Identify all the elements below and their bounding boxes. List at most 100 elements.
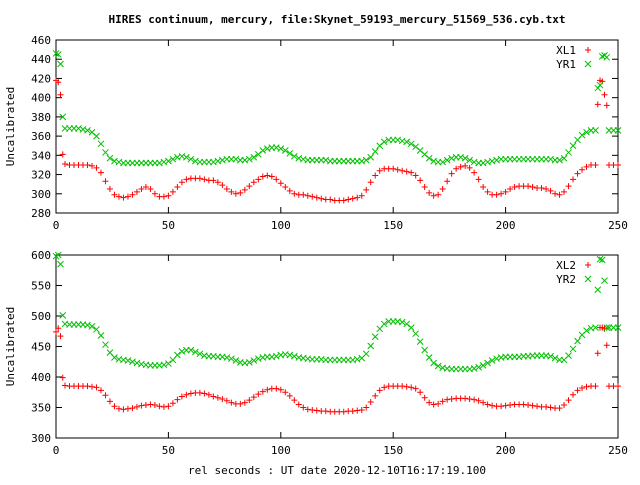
panel-1-data-point xyxy=(120,406,127,413)
panel-1-data-point xyxy=(129,405,136,412)
panel-0-data-point xyxy=(462,162,469,169)
panel-0-data-point xyxy=(165,157,172,165)
panel-1-data-point xyxy=(201,390,208,397)
panel-0-data-point xyxy=(282,184,289,191)
panel-1-data-point xyxy=(147,401,154,408)
panel-0-data-point xyxy=(106,154,114,162)
panel-0-data-point xyxy=(403,138,411,146)
panel-0-data-point xyxy=(371,148,379,155)
panel-0-data-point xyxy=(57,60,64,68)
panel-1-data-point xyxy=(614,324,622,331)
panel-1-data-point xyxy=(187,346,195,354)
panel-0-data-point xyxy=(439,158,447,166)
panel-1-data-point xyxy=(214,394,221,401)
panel-1-data-point xyxy=(282,389,289,396)
panel-1-data-point xyxy=(534,403,541,410)
panel-1-x-tick-label: 100 xyxy=(271,444,291,457)
panel-0-data-point xyxy=(407,140,415,148)
panel-0-data-point xyxy=(502,188,509,195)
panel-1-data-point xyxy=(178,393,185,400)
panel-0-data-point xyxy=(142,184,149,191)
panel-0-data-point xyxy=(281,147,289,154)
panel-0-data-point xyxy=(614,126,622,134)
panel-0-data-point xyxy=(129,191,136,198)
panel-1-data-point xyxy=(57,260,64,268)
panel-0-data-point xyxy=(615,161,621,168)
panel-1-data-point xyxy=(115,405,122,412)
panel-0-data-point xyxy=(102,149,109,156)
panel-1-data-point xyxy=(579,384,586,391)
panel-0-data-point xyxy=(596,81,604,89)
panel-0-data-point xyxy=(93,132,100,140)
panel-0-data-point xyxy=(421,184,428,191)
panel-1-data-point xyxy=(421,346,429,354)
x-axis-label: rel seconds : UT date 2020-12-10T16:17:1… xyxy=(188,464,486,477)
panel-1-data-point xyxy=(543,403,550,410)
panel-0-data-point xyxy=(241,186,248,193)
panel-1-data-point xyxy=(54,251,62,259)
panel-1-data-point xyxy=(565,397,572,404)
panel-0-x-tick-label: 50 xyxy=(162,219,175,232)
panel-0-x-tick-label: 250 xyxy=(608,219,628,232)
panel-1-data-point xyxy=(367,399,374,406)
panel-0-y-tick-label: 380 xyxy=(31,111,51,124)
panel-1-data-point xyxy=(169,400,176,407)
panel-0-data-point xyxy=(304,192,311,199)
panel-1-data-point xyxy=(529,402,536,409)
panel-0-data-point xyxy=(84,161,91,168)
panel-0-data-point xyxy=(250,179,257,186)
panel-0-data-point xyxy=(475,176,482,183)
panel-1-data-point xyxy=(594,350,601,357)
panel-1-data-point xyxy=(237,400,244,407)
panel-0-data-point xyxy=(237,189,244,196)
panel-1-data-point xyxy=(403,320,411,328)
panel-1-data-point xyxy=(272,352,280,360)
panel-0-y-tick-label: 360 xyxy=(31,130,51,143)
panel-1-data-point xyxy=(59,312,67,319)
panel-1-data-point xyxy=(448,395,455,402)
panel-1-data-point xyxy=(520,401,527,408)
panel-0-data-point xyxy=(178,179,185,186)
panel-1-data-point xyxy=(603,342,610,349)
panel-1-data-point xyxy=(133,359,141,367)
panel-0-data-point xyxy=(291,190,298,197)
panel-1-data-point xyxy=(196,350,204,358)
panel-0-plot-frame xyxy=(55,39,619,214)
panel-0-data-point xyxy=(259,147,267,154)
panel-0-legend-marker-xl1 xyxy=(585,47,591,53)
panel-0-data-point xyxy=(84,126,91,134)
panel-0-y-tick-label: 280 xyxy=(31,207,51,220)
panel-1-data-point xyxy=(313,407,320,414)
panel-0-data-point xyxy=(601,91,608,98)
panel-1-data-point xyxy=(61,382,68,389)
panel-1-data-point xyxy=(102,392,109,399)
panel-0-data-point xyxy=(412,172,419,179)
panel-0-data-point xyxy=(97,140,105,148)
panel-1-data-point xyxy=(228,399,235,406)
panel-1-data-point xyxy=(358,406,365,413)
panel-1-data-point xyxy=(102,341,109,349)
panel-1-data-point xyxy=(498,403,505,410)
panel-0-data-point xyxy=(380,138,388,146)
panel-1-data-point xyxy=(165,403,172,410)
panel-1-series-yr2 xyxy=(52,251,622,373)
panel-0-data-point xyxy=(340,197,347,204)
panel-1-data-point xyxy=(403,383,410,390)
panel-0-data-point xyxy=(399,167,406,174)
panel-1-data-point xyxy=(601,325,608,332)
panel-0-data-point xyxy=(570,176,577,183)
panel-1-y-tick-label: 300 xyxy=(31,432,51,445)
panel-0-data-point xyxy=(93,164,100,171)
panel-0-data-point xyxy=(196,175,203,182)
panel-1-data-point xyxy=(174,351,181,359)
panel-0-y-tick-label: 400 xyxy=(31,92,51,105)
panel-1-data-point xyxy=(227,355,235,363)
panel-top: 280 300 320 340 360 380 400 420 440 460 0 50 100 150 2… xyxy=(4,34,628,232)
panel-1-data-point xyxy=(97,387,104,394)
panel-1-data-point xyxy=(133,403,140,410)
panel-1-data-point xyxy=(484,401,491,408)
panel-1-data-point xyxy=(88,323,96,330)
panel-1-data-point xyxy=(160,403,167,410)
panel-0-x-tick-label: 100 xyxy=(271,219,291,232)
panel-0-data-point xyxy=(54,51,62,58)
